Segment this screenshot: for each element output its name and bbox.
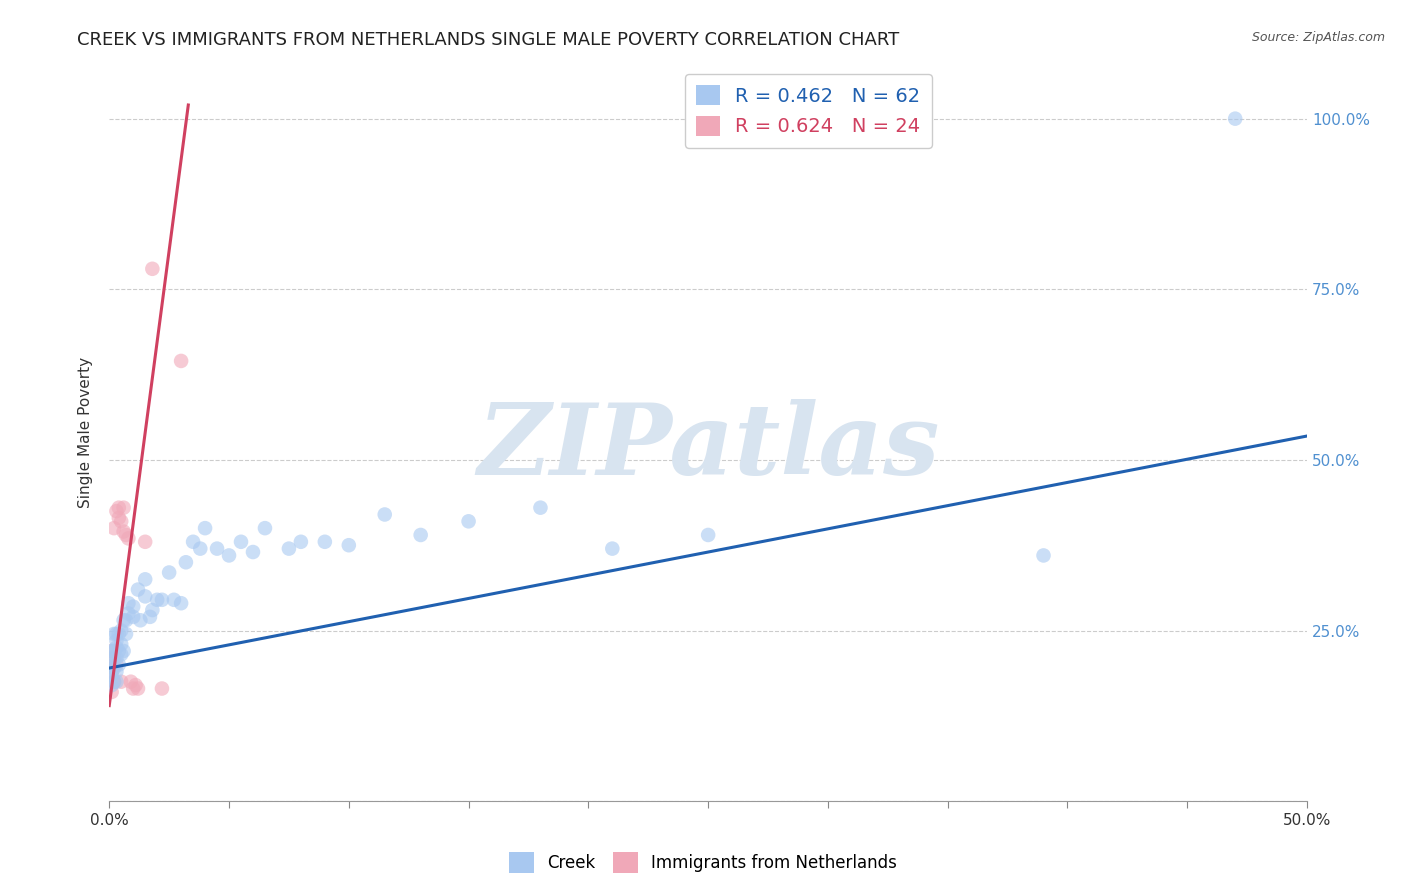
Point [174, 555, 197, 569]
Point [112, 644, 135, 658]
Point [253, 521, 276, 535]
Point [108, 627, 131, 641]
Point [409, 528, 432, 542]
Point [100, 644, 122, 658]
Point [100, 668, 122, 682]
Point [122, 681, 145, 696]
Point [103, 657, 125, 672]
Point [103, 650, 125, 665]
Point [134, 590, 156, 604]
Point [697, 528, 720, 542]
Point [105, 657, 128, 672]
Point [105, 674, 128, 689]
Point [103, 627, 125, 641]
Point [150, 592, 173, 607]
Point [117, 532, 139, 546]
Text: ZIPatlas: ZIPatlas [477, 399, 939, 496]
Point [120, 674, 142, 689]
Point [170, 596, 193, 610]
Point [194, 521, 217, 535]
Point [112, 613, 135, 627]
Text: CREEK VS IMMIGRANTS FROM NETHERLANDS SINGLE MALE POVERTY CORRELATION CHART: CREEK VS IMMIGRANTS FROM NETHERLANDS SIN… [77, 31, 900, 49]
Text: Source: ZipAtlas.com: Source: ZipAtlas.com [1251, 31, 1385, 45]
Point [129, 613, 152, 627]
Y-axis label: Single Male Poverty: Single Male Poverty [79, 357, 93, 508]
Point [112, 500, 135, 515]
Point [124, 678, 146, 692]
Point [115, 528, 138, 542]
Point [110, 674, 132, 689]
Point [117, 607, 139, 621]
Point [141, 603, 163, 617]
Point [103, 644, 125, 658]
Point [181, 534, 204, 549]
Point [242, 545, 264, 559]
Point [103, 521, 125, 535]
Point [103, 674, 125, 689]
Point [602, 541, 624, 556]
Point [112, 524, 135, 539]
Point [108, 657, 131, 672]
Point [146, 592, 169, 607]
Point [188, 541, 211, 556]
Point [100, 650, 122, 665]
Point [127, 681, 149, 696]
Point [314, 534, 336, 549]
Point [157, 566, 180, 580]
Legend: Creek, Immigrants from Netherlands: Creek, Immigrants from Netherlands [502, 846, 904, 880]
Point [105, 665, 128, 679]
Point [529, 500, 551, 515]
Point [290, 534, 312, 549]
Point [122, 610, 145, 624]
Point [127, 582, 149, 597]
Point [134, 534, 156, 549]
Point [108, 511, 131, 525]
Point [1032, 549, 1054, 563]
Point [218, 549, 240, 563]
Point [134, 572, 156, 586]
Point [374, 508, 396, 522]
Point [337, 538, 360, 552]
Point [115, 627, 138, 641]
Point [457, 514, 479, 528]
Point [100, 685, 122, 699]
Point [139, 610, 162, 624]
Point [105, 640, 128, 655]
Point [150, 681, 173, 696]
Point [163, 592, 186, 607]
Point [108, 500, 131, 515]
Point [100, 665, 122, 679]
Point [110, 624, 132, 638]
Point [277, 541, 299, 556]
Point [110, 648, 132, 662]
Point [141, 261, 163, 276]
Point [103, 674, 125, 689]
Point [105, 650, 128, 665]
Point [115, 613, 138, 627]
Point [110, 637, 132, 651]
Point [229, 534, 252, 549]
Point [100, 665, 122, 679]
Point [100, 678, 122, 692]
Point [108, 644, 131, 658]
Point [1225, 112, 1247, 126]
Point [205, 541, 228, 556]
Point [117, 596, 139, 610]
Point [122, 599, 145, 614]
Point [105, 627, 128, 641]
Point [105, 504, 128, 518]
Point [105, 633, 128, 648]
Legend: R = 0.462   N = 62, R = 0.624   N = 24: R = 0.462 N = 62, R = 0.624 N = 24 [685, 74, 932, 148]
Point [100, 644, 122, 658]
Point [103, 661, 125, 675]
Point [170, 354, 193, 368]
Point [110, 514, 132, 528]
